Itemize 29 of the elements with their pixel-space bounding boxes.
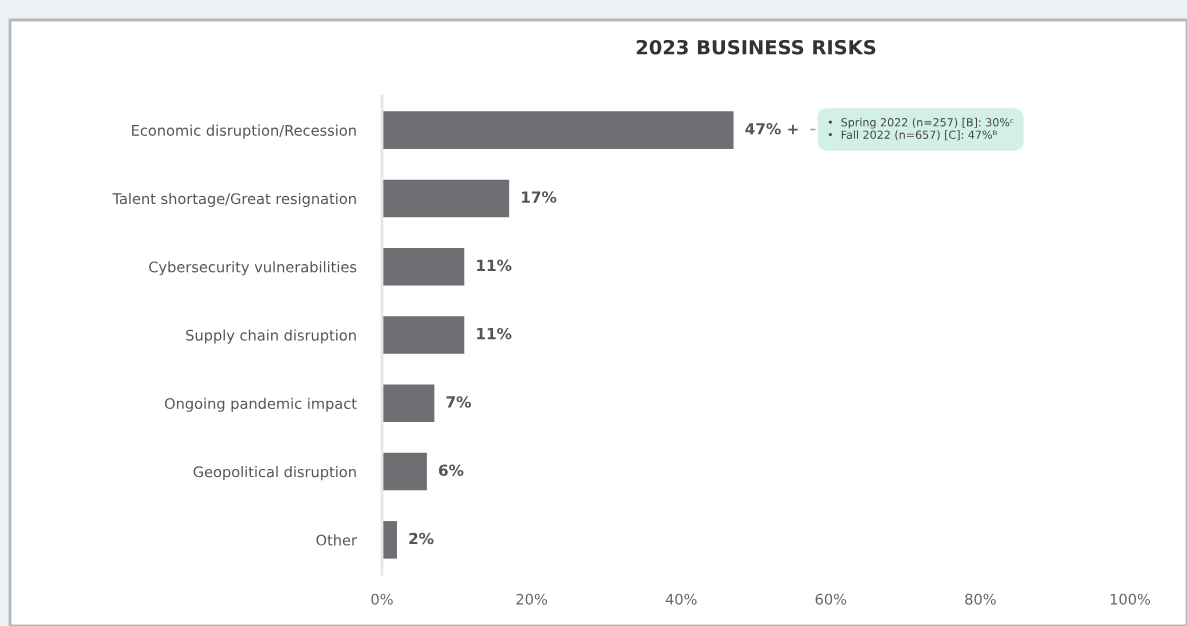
data-label: 2% bbox=[409, 532, 434, 545]
x-tick-label: 0% bbox=[371, 593, 393, 605]
y-tick-label: Other bbox=[316, 534, 357, 546]
x-tick-label: 40% bbox=[665, 593, 697, 605]
bar bbox=[382, 316, 465, 354]
y-tick-label: Cybersecurity vulnerabilities bbox=[149, 261, 357, 276]
chart-title: 2023 BUSINESS RISKS bbox=[636, 39, 876, 55]
annotation: • Spring 2022 (n=257) [B]: 30%ᶜ • Fall 2022 (n=657) [C]: 47%ᴮ bbox=[828, 117, 1014, 141]
data-label: 11% bbox=[477, 259, 512, 272]
data-label: 7% bbox=[446, 396, 471, 408]
y-tick-label: Supply chain disruption bbox=[186, 329, 356, 344]
x-tick-label: 80% bbox=[965, 593, 996, 605]
data-label: 6% bbox=[438, 464, 464, 476]
data-label: 17% bbox=[521, 191, 557, 203]
bar bbox=[382, 521, 397, 559]
y-tick-label: Geopolitical disruption bbox=[193, 466, 356, 481]
bar bbox=[382, 111, 734, 149]
y-tick-label: Economic disruption/Recession bbox=[132, 124, 356, 139]
data-label: 47% + bbox=[745, 123, 798, 135]
y-tick-label: Ongoing pandemic impact bbox=[164, 397, 357, 412]
bar bbox=[382, 452, 427, 491]
data-label: 11% bbox=[477, 327, 512, 340]
x-tick-label: 100% bbox=[1110, 593, 1151, 605]
y-tick-label: Talent shortage/Great resignation bbox=[112, 192, 356, 207]
bar bbox=[382, 247, 465, 286]
bar bbox=[382, 179, 510, 218]
x-tick-label: 60% bbox=[815, 593, 847, 605]
x-tick-label: 20% bbox=[516, 593, 547, 605]
bar bbox=[382, 384, 435, 423]
